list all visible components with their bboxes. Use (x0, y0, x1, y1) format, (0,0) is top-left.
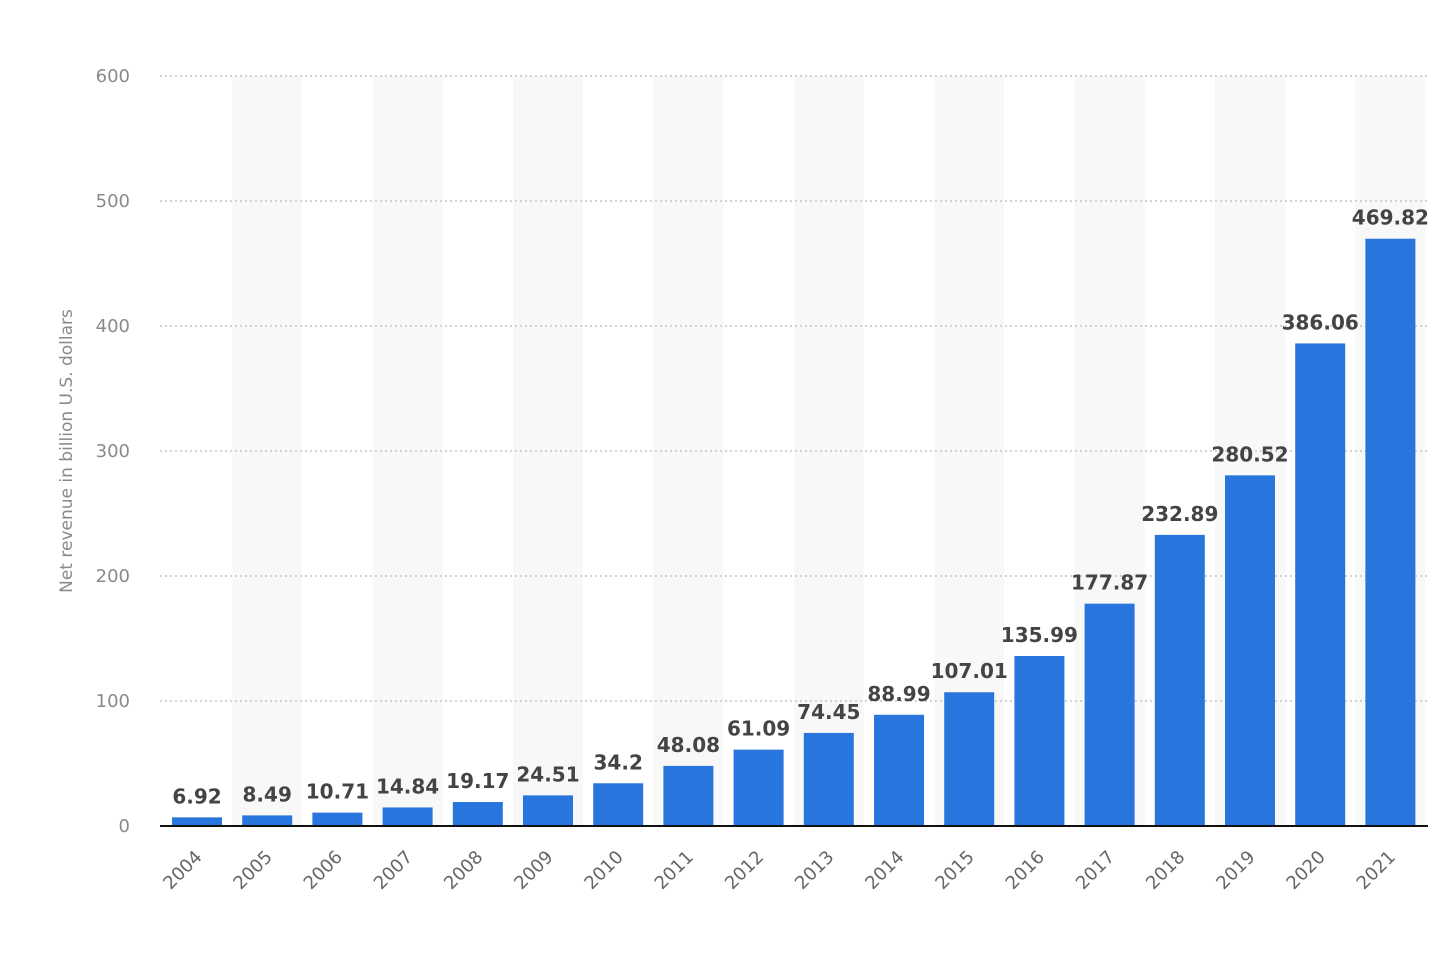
bar (733, 749, 784, 826)
bar (1084, 603, 1135, 826)
bar-value-label: 177.87 (1071, 571, 1148, 595)
bar (1154, 534, 1205, 826)
bar-value-label: 10.71 (306, 780, 369, 804)
bar-value-label: 232.89 (1141, 502, 1218, 526)
bar-value-label: 14.84 (376, 774, 439, 798)
bar-value-label: 19.17 (446, 769, 509, 793)
bar (593, 783, 644, 826)
bar (312, 812, 363, 826)
column-band (372, 76, 443, 826)
bar (1365, 238, 1416, 827)
y-tick-label: 600 (96, 66, 130, 87)
bar-value-label: 469.82 (1352, 206, 1429, 230)
y-tick-label: 300 (96, 441, 130, 462)
bar (452, 802, 503, 826)
bar (1225, 475, 1275, 826)
bar (172, 817, 222, 826)
bar-value-label: 6.92 (172, 784, 221, 808)
bars (172, 238, 1416, 827)
bar (1014, 656, 1065, 826)
bar-value-label: 34.2 (594, 750, 643, 774)
y-tick-label: 100 (96, 691, 130, 712)
x-tick-label: 2017 (1072, 847, 1119, 894)
y-tick-label: 400 (96, 316, 130, 337)
y-axis-ticks: 0 100 200 300 400 500 600 (96, 66, 130, 837)
bar-value-label: 280.52 (1211, 442, 1288, 466)
x-tick-label: 2012 (721, 847, 768, 894)
x-tick-label: 2010 (580, 847, 627, 894)
y-axis-title: Net revenue in billion U.S. dollars (57, 309, 77, 593)
x-tick-label: 2007 (370, 847, 417, 894)
bar-value-label: 88.99 (867, 682, 930, 706)
x-tick-label: 2014 (861, 847, 908, 894)
data-labels: 6.92 8.49 10.71 14.84 19.17 24.51 34.2 48.08 61.… (172, 206, 1429, 809)
column-band (513, 76, 583, 826)
x-tick-label: 2006 (300, 847, 347, 894)
y-tick-label: 500 (96, 191, 130, 212)
gridlines (160, 75, 1428, 702)
x-tick-label: 2004 (159, 847, 206, 894)
x-tick-label: 2011 (651, 847, 698, 894)
x-tick-label: 2021 (1353, 847, 1400, 894)
x-tick-label: 2005 (229, 847, 276, 894)
y-tick-label: 0 (119, 816, 130, 837)
bar-value-label: 74.45 (797, 700, 860, 724)
bar (663, 765, 714, 826)
bar-value-label: 48.08 (657, 733, 720, 757)
bar (944, 692, 995, 826)
bar-value-label: 386.06 (1282, 310, 1359, 334)
y-tick-label: 200 (96, 566, 130, 587)
bar (803, 732, 854, 826)
bar (242, 815, 293, 826)
bar-value-label: 8.49 (243, 782, 292, 806)
bar (1295, 343, 1346, 826)
x-tick-label: 2013 (791, 847, 838, 894)
column-band (653, 76, 724, 826)
x-tick-label: 2016 (1002, 847, 1049, 894)
bar-value-label: 135.99 (1001, 623, 1078, 647)
x-tick-label: 2009 (510, 847, 557, 894)
x-tick-label: 2020 (1282, 847, 1329, 894)
bar (382, 807, 433, 826)
x-tick-label: 2008 (440, 847, 487, 894)
bar-value-label: 24.51 (516, 762, 579, 786)
bar (523, 795, 573, 826)
bar-value-label: 107.01 (931, 659, 1008, 683)
x-axis-ticks: 2004 2005 2006 2007 2008 2009 2010 2011 2012 2013… (159, 847, 1400, 894)
bar (874, 714, 924, 826)
x-tick-label: 2019 (1212, 847, 1259, 894)
x-tick-label: 2018 (1142, 847, 1189, 894)
x-tick-label: 2015 (931, 847, 978, 894)
bar-value-label: 61.09 (727, 717, 790, 741)
